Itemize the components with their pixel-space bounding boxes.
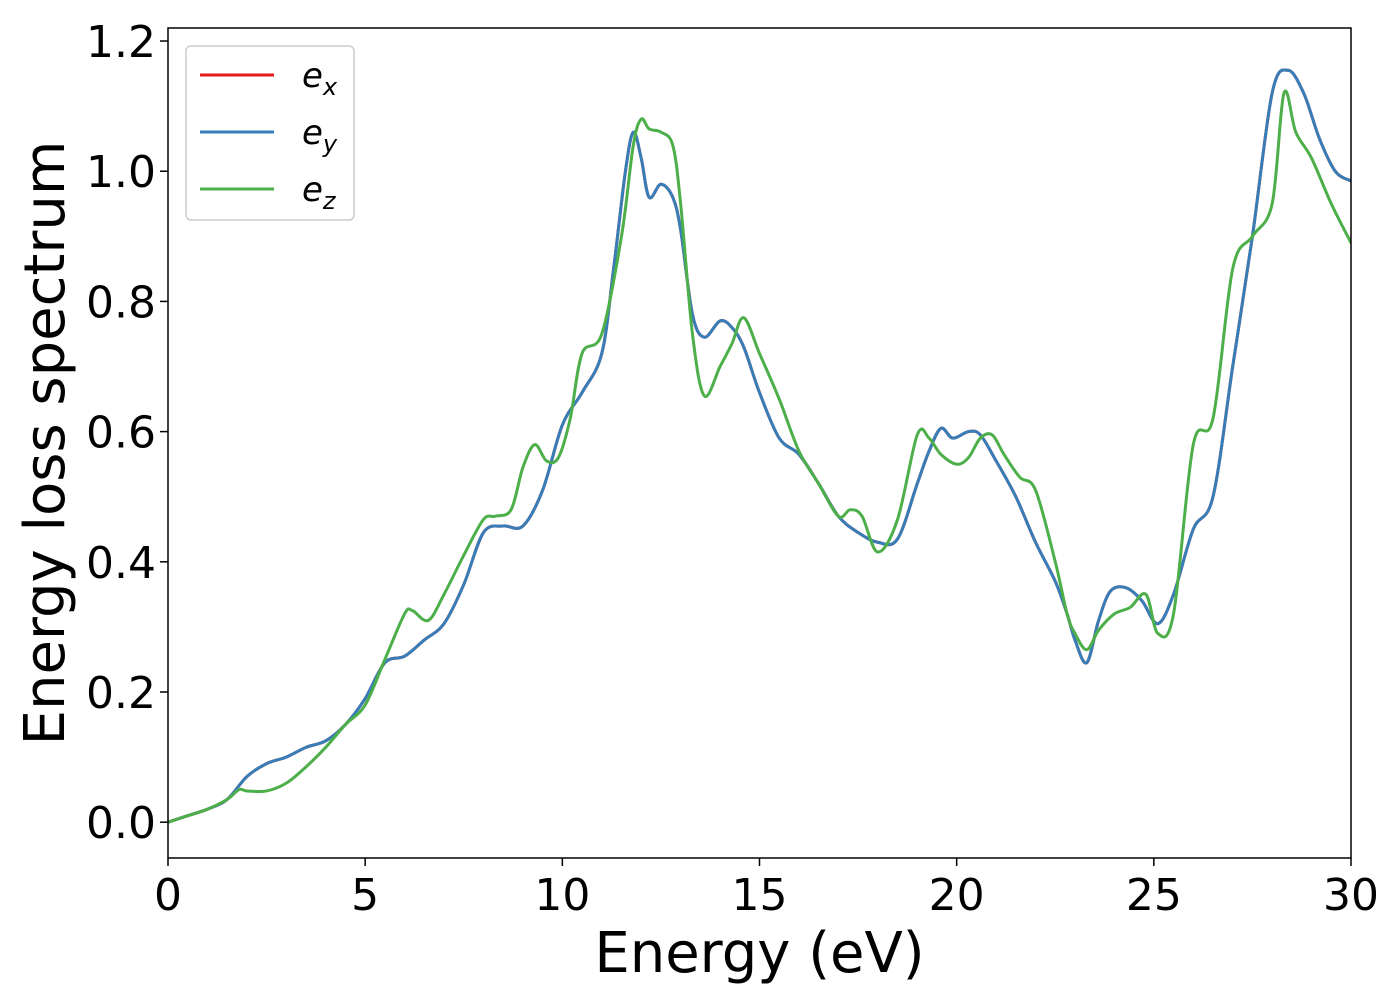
y-tick-label: 0.2 [86,668,156,719]
x-tick-label: 30 [1323,870,1379,921]
legend-label: ey [302,113,338,158]
x-axis-ticks: 0 5 10 15 20 25 30 [154,858,1379,921]
legend-label: ez [302,170,337,215]
series-layer [168,68,1351,824]
y-tick-label: 0.4 [86,538,156,589]
x-tick-label: 20 [929,870,985,921]
y-tick-label: 0.0 [86,798,156,849]
x-tick-label: 15 [732,870,788,921]
legend-item-y: ey [200,113,338,158]
x-axis-label: Energy (eV) [594,921,924,986]
y-tick-label: 0.6 [86,408,156,459]
x-tick-label: 5 [351,870,379,921]
series-line-z [168,89,1351,824]
x-tick-label: 0 [154,870,182,921]
y-axis-label: Energy loss spectrum [13,141,78,746]
x-tick-label: 10 [534,870,590,921]
y-tick-label: 1.0 [86,147,156,198]
series-line-y [168,68,1351,824]
y-tick-label: 1.2 [86,17,156,68]
legend-item-x: ex [200,56,338,101]
y-tick-label: 0.8 [86,277,156,328]
x-tick-label: 25 [1126,870,1182,921]
legend-item-z: ez [200,170,337,215]
legend: ex ey ez [185,45,355,221]
y-axis-ticks: 0.0 0.2 0.4 0.6 0.8 1.0 1.2 [86,17,168,849]
legend-label: ex [302,56,338,101]
